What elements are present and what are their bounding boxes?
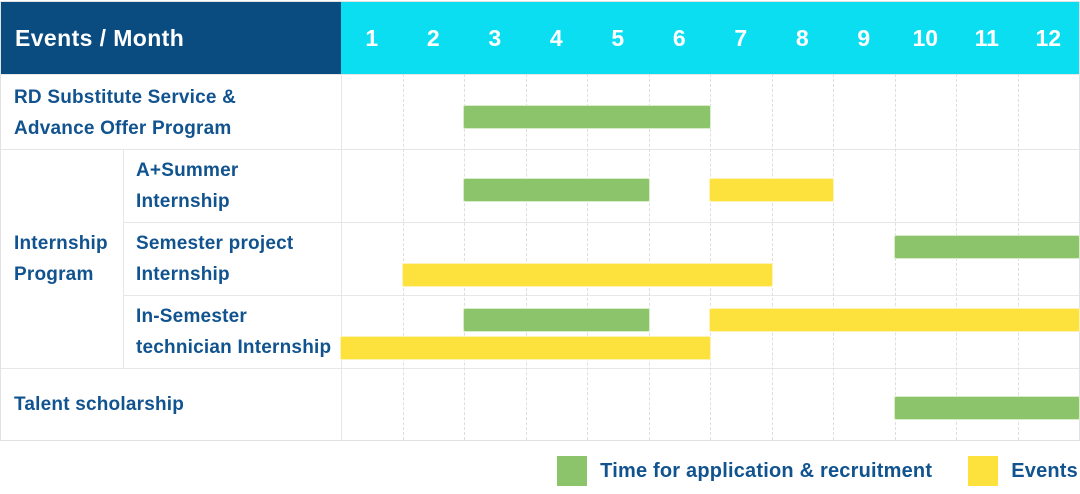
month-header-4: 4 [549, 24, 563, 51]
group-label-internship-program-text: Program [14, 263, 94, 285]
row-label-a-plus-summer-internship-text: Internship [136, 190, 230, 212]
month-header-12: 12 [1035, 24, 1062, 51]
row-label-in-semester-technician-internship-text: technician Internship [136, 336, 332, 358]
row-label-rd-substitute-service-text: RD Substitute Service & [14, 86, 237, 108]
month-grid-line-1 [402, 74, 404, 440]
month-header-3: 3 [488, 24, 502, 51]
month-header-9: 9 [857, 24, 871, 51]
legend-swatch-application-icon [557, 456, 588, 486]
month-header-2: 2 [426, 24, 440, 51]
table-header-title: Events / Month [15, 24, 185, 51]
header-bottom-line [1, 74, 1079, 75]
month-header-8: 8 [795, 24, 809, 51]
label-column-divider [341, 74, 342, 440]
bar-application-talent-scholarship [894, 397, 1079, 419]
bar-event-in-semester-technician-internship [341, 337, 710, 359]
row-divider [123, 222, 1079, 223]
month-header-7: 7 [734, 24, 748, 51]
row-label-semester-project-internship-text: Semester project [136, 232, 294, 254]
month-grid-line-2 [464, 74, 465, 440]
month-grid-line-3 [525, 74, 527, 440]
bar-application-rd-substitute-service [464, 106, 710, 128]
row-label-talent-scholarship: Talent scholarship [1, 368, 341, 440]
row-label-in-semester-technician-internship: In-Semester technician Internship [123, 295, 341, 368]
group-label-internship-program-text: Internship [14, 232, 108, 254]
row-label-semester-project-internship-text: Internship [136, 263, 230, 285]
legend-label-application: Time for application & recruitment [600, 459, 933, 482]
schedule-table: Events / Month 1 2 3 4 5 6 7 8 9 10 11 12 RD Substi… [0, 1, 1080, 441]
row-divider [1, 149, 1079, 150]
legend: Time for application & recruitment Events [521, 455, 1078, 487]
bar-event-semester-project-internship [402, 264, 772, 286]
bar-application-in-semester-technician-internship [464, 309, 649, 331]
month-header-1: 1 [365, 24, 379, 51]
month-grid-line-5 [648, 74, 650, 440]
legend-item-event: Events [968, 456, 1078, 486]
row-label-in-semester-technician-internship-text: In-Semester [136, 305, 247, 327]
row-divider [123, 295, 1079, 296]
legend-swatch-event-icon [968, 456, 999, 486]
table-header-events-month: Events / Month [1, 2, 341, 74]
row-divider [1, 368, 1079, 369]
bar-application-a-plus-summer-internship [464, 179, 649, 201]
row-label-rd-substitute-service-text: Advance Offer Program [14, 117, 232, 139]
bar-event-in-semester-technician-internship [710, 309, 1079, 331]
month-grid-line-8 [833, 74, 834, 440]
bar-application-semester-project-internship [894, 236, 1079, 258]
month-grid-line-6 [710, 74, 711, 440]
row-label-a-plus-summer-internship-text: A+Summer [136, 159, 239, 181]
row-label-rd-substitute-service: RD Substitute Service & Advance Offer Pro… [1, 76, 341, 149]
month-header-5: 5 [611, 24, 625, 51]
month-grid-line-7 [771, 74, 773, 440]
month-grid-line-4 [587, 74, 588, 440]
legend-label-event: Events [1011, 459, 1078, 482]
month-header-11: 11 [974, 24, 999, 51]
row-label-semester-project-internship: Semester project Internship [123, 222, 341, 295]
month-header-6: 6 [672, 24, 686, 51]
months-header-row: 1 2 3 4 5 6 7 8 9 10 11 12 [341, 2, 1079, 74]
row-label-a-plus-summer-internship: A+Summer Internship [123, 149, 341, 222]
bar-event-a-plus-summer-internship [710, 179, 833, 201]
month-header-10: 10 [912, 24, 939, 51]
group-label-internship-program: Internship Program [1, 149, 123, 368]
group-column-divider [123, 149, 124, 368]
legend-item-application: Time for application & recruitment [557, 456, 932, 486]
row-label-talent-scholarship-text: Talent scholarship [14, 393, 185, 415]
